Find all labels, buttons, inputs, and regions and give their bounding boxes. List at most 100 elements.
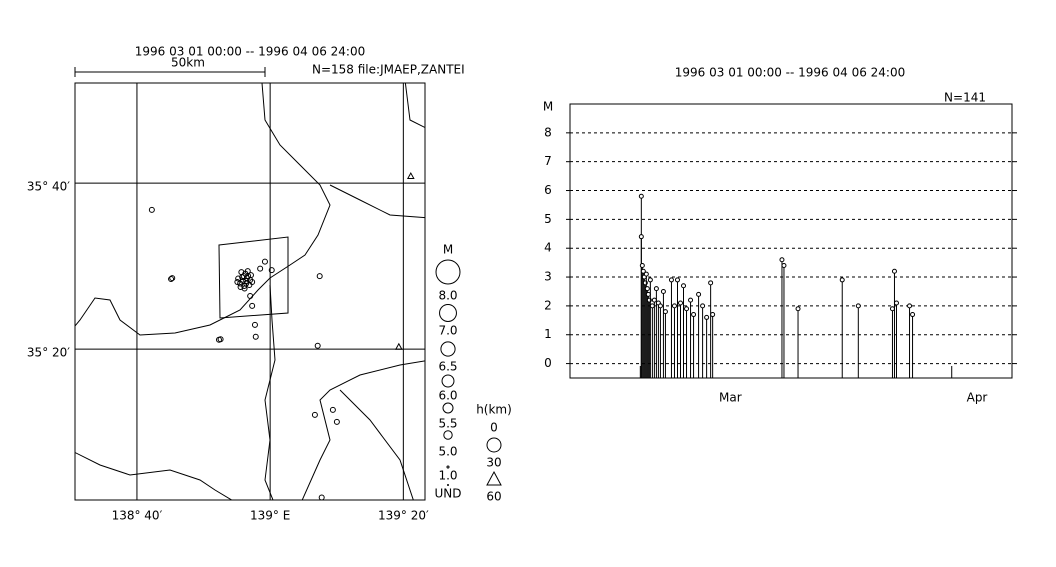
stem-head (910, 312, 916, 318)
size-legend-symbol (440, 341, 456, 357)
event-triangle (406, 172, 415, 180)
size-legend-symbol (441, 374, 455, 388)
event-circle (168, 276, 175, 283)
size-legend-label: 6.5 (438, 360, 457, 374)
chart-title: 1996 03 01 00:00 -- 1996 04 06 24:00 (675, 66, 906, 80)
boundary (404, 83, 425, 129)
x-tick-label: 139° 20′ (378, 509, 429, 523)
event-circle (247, 292, 254, 299)
map-frame (74, 82, 426, 501)
size-legend-label: 7.0 (438, 324, 457, 338)
event-circle (268, 267, 275, 274)
y-tick-label: 0 (544, 356, 552, 370)
event-circle (318, 494, 325, 501)
y-tick-label: 6 (544, 183, 552, 197)
y-tick-label: 3 (544, 270, 552, 284)
y-tick-label: 2 (544, 298, 552, 312)
study-region (218, 236, 289, 319)
stem-head (643, 271, 649, 277)
und-symbol (447, 484, 449, 486)
stem-head (891, 268, 897, 274)
event-circle (243, 278, 250, 285)
size-legend-label: 6.0 (438, 389, 457, 403)
stem-head (681, 283, 687, 289)
y-tick-label: 5 (544, 212, 552, 226)
event-circle (329, 406, 336, 413)
event-circle (244, 268, 251, 275)
depth-legend-symbol (486, 470, 502, 486)
event-circle (333, 418, 340, 425)
y-tick-label: 35° 20′ (27, 346, 70, 360)
size-legend-label: 5.0 (438, 445, 457, 459)
depth-legend-label: 60 (486, 490, 501, 504)
boundary (75, 83, 331, 336)
boundary (329, 184, 425, 219)
stem-head (671, 303, 677, 309)
stem-head (674, 277, 680, 283)
stem-head (688, 297, 694, 303)
stem-head (678, 300, 683, 306)
event-circle (240, 273, 247, 280)
y-axis-label: M (543, 100, 553, 114)
stem-head (645, 291, 651, 297)
event-circle (252, 333, 259, 340)
x-tick-label: Apr (967, 391, 988, 405)
stem-head (662, 309, 668, 315)
stem-head (907, 303, 913, 309)
depth-legend-symbol (486, 437, 502, 453)
stem-head (639, 263, 645, 269)
size-legend-symbol (446, 465, 450, 469)
size-legend-symbol (435, 259, 461, 285)
map-title: 1996 03 01 00:00 -- 1996 04 06 24:00 (135, 45, 366, 59)
y-tick-label: 4 (544, 241, 552, 255)
stem-head (710, 312, 716, 318)
y-tick-label: 8 (544, 125, 552, 139)
event-circle (249, 279, 256, 286)
event-circle (235, 275, 242, 282)
map-features (75, 83, 425, 500)
event-circle (237, 284, 244, 291)
map-note: N=158 file:JMAEP,ZANTEI (312, 63, 465, 77)
stem-head (644, 286, 650, 292)
stem-head (657, 303, 663, 309)
event-circle (316, 273, 323, 280)
size-legend-label: 8.0 (438, 289, 457, 303)
stem-head (691, 312, 697, 318)
event-circle (251, 321, 258, 328)
stem-head (889, 306, 895, 312)
y-tick-label: 7 (544, 154, 552, 168)
event-circle (169, 275, 176, 282)
stem-head (638, 234, 644, 240)
event-circle (257, 265, 264, 272)
size-legend-symbol (439, 304, 457, 322)
coastline (339, 389, 414, 500)
stem-head (708, 280, 714, 286)
x-tick-label: 138° 40′ (112, 509, 163, 523)
stem-head (651, 297, 657, 303)
stem-head (893, 300, 899, 306)
event-circle (234, 279, 241, 286)
y-tick-label: 35° 40′ (27, 180, 70, 194)
stem-head (640, 268, 646, 274)
stem-head (700, 303, 706, 309)
size-legend-label: 5.5 (438, 417, 457, 431)
coastline (75, 451, 233, 500)
boundary (264, 284, 276, 500)
stem-head (855, 303, 861, 309)
size-legend-symbol (443, 430, 453, 440)
event-circle (314, 342, 321, 349)
event-circle (247, 272, 254, 279)
event-triangle (394, 342, 403, 350)
stem-head (696, 291, 702, 297)
stem-head (704, 314, 710, 320)
stem-head (668, 277, 674, 283)
scale-label: 50km (171, 56, 205, 70)
depth-legend-title: h(km) (476, 403, 512, 417)
event-circle (249, 302, 256, 309)
event-circle (217, 336, 224, 343)
event-circle (148, 206, 155, 213)
stem-head (839, 277, 845, 283)
stem-head (638, 193, 644, 199)
size-legend-label: 1.0 (438, 469, 457, 483)
